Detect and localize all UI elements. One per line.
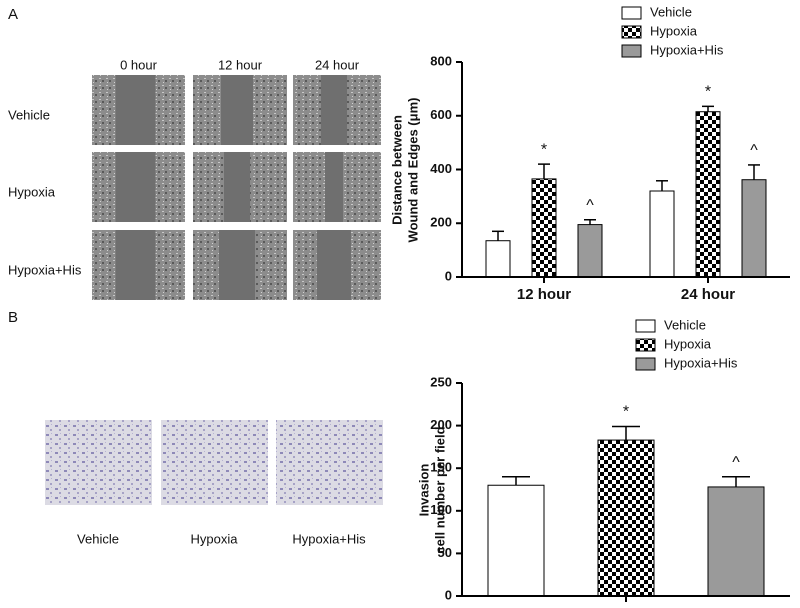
y-tick-label: 200 bbox=[430, 215, 452, 230]
bar bbox=[695, 111, 721, 278]
column-label: 0 hour bbox=[120, 57, 158, 72]
y-tick-label: 100 bbox=[430, 502, 452, 517]
bar bbox=[485, 240, 511, 278]
micrograph bbox=[161, 420, 268, 505]
wound-gap bbox=[321, 75, 347, 145]
y-tick-label: 600 bbox=[430, 107, 452, 122]
wound-gap bbox=[317, 230, 351, 300]
wound-gap bbox=[221, 75, 253, 145]
x-tick-label: 12 hour bbox=[517, 286, 571, 303]
y-axis-label: Wound and Edges (μm) bbox=[405, 98, 420, 243]
significance-mark: * bbox=[705, 84, 711, 101]
significance-mark: * bbox=[623, 404, 629, 421]
legend-swatch bbox=[635, 338, 656, 352]
y-tick-label: 0 bbox=[445, 268, 452, 283]
image-label: Hypoxia+His bbox=[292, 531, 366, 546]
legend-label: Vehicle bbox=[664, 317, 706, 332]
wound-gap bbox=[219, 230, 255, 300]
significance-mark: ^ bbox=[750, 142, 758, 159]
y-tick-label: 800 bbox=[430, 53, 452, 68]
legend-swatch bbox=[635, 319, 656, 333]
significance-mark: ^ bbox=[732, 454, 740, 471]
row-label: Vehicle bbox=[8, 107, 50, 122]
legend-swatch bbox=[621, 25, 642, 39]
wound-gap bbox=[224, 152, 250, 222]
y-tick-label: 50 bbox=[438, 545, 452, 560]
bar bbox=[597, 439, 655, 597]
y-tick-label: 200 bbox=[430, 417, 452, 432]
y-axis-label: Invasion bbox=[416, 464, 431, 517]
column-label: 24 hour bbox=[315, 57, 360, 72]
bar bbox=[707, 486, 765, 597]
y-axis-label: Distance between bbox=[389, 115, 404, 225]
micrograph bbox=[276, 420, 383, 505]
column-label: 12 hour bbox=[218, 57, 263, 72]
bar bbox=[577, 224, 603, 278]
bar bbox=[531, 178, 557, 278]
x-tick-label: 24 hour bbox=[681, 286, 735, 303]
legend-swatch bbox=[635, 357, 656, 371]
wound-gap bbox=[115, 152, 156, 222]
wound-gap bbox=[115, 75, 156, 145]
significance-mark: ^ bbox=[586, 197, 594, 214]
legend-swatch bbox=[621, 44, 642, 58]
wound-gap bbox=[325, 152, 343, 222]
panel-label: B bbox=[8, 309, 18, 326]
legend-label: Hypoxia bbox=[664, 336, 712, 351]
bar bbox=[741, 179, 767, 278]
legend-label: Hypoxia+His bbox=[664, 355, 738, 370]
row-label: Hypoxia+His bbox=[8, 262, 82, 277]
panel-label: A bbox=[8, 6, 18, 23]
y-tick-label: 0 bbox=[445, 587, 452, 602]
legend-swatch bbox=[621, 6, 642, 20]
bar bbox=[487, 484, 545, 597]
legend-label: Hypoxia+His bbox=[650, 42, 724, 57]
y-tick-label: 250 bbox=[430, 374, 452, 389]
significance-mark: * bbox=[541, 141, 547, 158]
bar bbox=[649, 190, 675, 278]
y-tick-label: 150 bbox=[430, 460, 452, 475]
y-axis-label: cell number per field bbox=[432, 426, 447, 553]
micrograph bbox=[45, 420, 152, 505]
y-tick-label: 400 bbox=[430, 161, 452, 176]
wound-gap bbox=[115, 230, 156, 300]
legend-label: Hypoxia bbox=[650, 23, 698, 38]
image-label: Hypoxia bbox=[191, 531, 239, 546]
legend-label: Vehicle bbox=[650, 4, 692, 19]
image-label: Vehicle bbox=[77, 531, 119, 546]
row-label: Hypoxia bbox=[8, 184, 56, 199]
